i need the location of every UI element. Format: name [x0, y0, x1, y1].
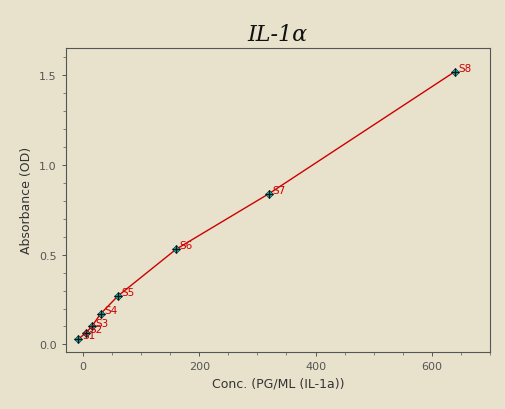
Text: S3: S3 [95, 318, 109, 328]
Text: S5: S5 [121, 288, 135, 297]
Text: S6: S6 [180, 241, 193, 251]
Title: IL-1α: IL-1α [247, 24, 308, 46]
Text: S2: S2 [89, 324, 103, 334]
Text: S8: S8 [459, 63, 472, 74]
Text: S1: S1 [82, 330, 95, 340]
X-axis label: Conc. (PG/ML (IL-1a)): Conc. (PG/ML (IL-1a)) [212, 376, 344, 389]
Text: S7: S7 [273, 185, 286, 195]
Y-axis label: Absorbance (OD): Absorbance (OD) [20, 147, 33, 254]
Text: S4: S4 [104, 305, 117, 315]
